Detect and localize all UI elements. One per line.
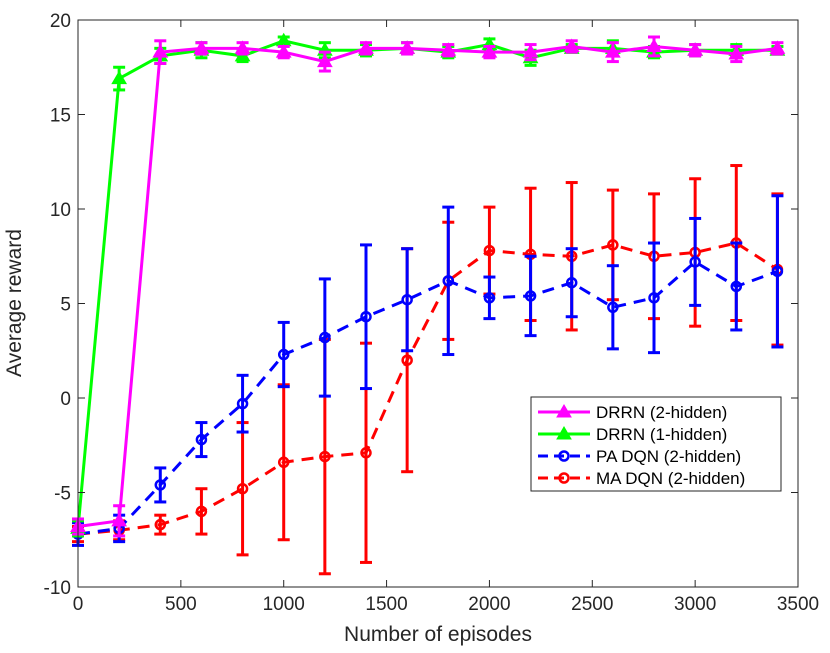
data-point [728,46,745,60]
data-point [360,310,372,323]
data-point [277,348,290,361]
data-point [111,512,128,527]
y-tick-label: 20 [50,11,71,32]
y-tick-label: 15 [50,106,71,127]
data-point [646,38,662,52]
data-point [604,44,621,58]
legend-marker [558,450,570,462]
x-axis-label: Number of episodes [344,623,532,646]
x-tick-label: 500 [165,594,197,615]
data-point [730,280,743,293]
tick-layer: 0 500 1000 1500 2000 2500 3000 3500 -10 -5 0 5 10 15 2… [44,11,820,615]
data-point [648,292,660,304]
x-tick-label: 3000 [674,594,716,615]
data-point [152,44,169,58]
data-point [111,70,128,85]
data-point [275,44,292,58]
data-point [442,275,455,287]
series-line [77,260,778,536]
data-point [319,331,331,344]
data-point [236,482,249,495]
data-point [277,456,290,469]
y-tick-label: 10 [50,200,71,221]
x-tick-label: 0 [73,594,84,615]
series-0 [70,35,786,538]
data-point [195,505,208,518]
legend-marker [556,426,572,440]
data-point [483,244,496,257]
x-tick-label: 1500 [365,594,407,615]
data-point [319,450,331,463]
x-tick-label: 2000 [468,594,510,615]
data-point [440,42,457,56]
series-layer [70,32,786,576]
legend-label: DRRN (2-hidden) [596,403,727,422]
y-tick-label: 5 [60,295,71,316]
x-tick-label: 3500 [777,594,819,615]
series-line [77,241,779,536]
legend-label: DRRN (1-hidden) [596,425,727,444]
data-point [771,265,784,278]
series-3 [72,164,784,576]
x-tick-label: 2500 [571,594,613,615]
data-point [607,239,619,251]
data-point [316,53,333,68]
y-tick-label: -10 [44,578,71,599]
legend-marker [556,404,572,418]
data-point [195,433,208,446]
data-point [524,290,537,302]
data-point [522,44,539,58]
series-2 [72,194,784,547]
data-point [687,42,704,56]
data-point [399,40,416,54]
data-point [565,276,578,289]
data-point [154,518,167,531]
y-tick-label: 0 [60,389,71,410]
data-point [481,44,498,58]
data-point [607,301,619,314]
y-axis-label: Average reward [3,229,26,377]
series-line [77,44,778,529]
data-point [483,292,496,304]
x-tick-label: 1000 [263,594,305,615]
legend-label: PA DQN (2-hidden) [596,447,741,466]
data-point [193,40,210,54]
data-point [769,40,786,54]
y-tick-label: -5 [54,484,71,505]
legend-label: MA DQN (2-hidden) [596,469,745,488]
data-point [234,40,251,54]
data-point [154,479,167,491]
data-point [401,354,413,366]
data-point [689,256,701,268]
legend: DRRN (2-hidden) DRRN (1-hidden) PA DQN (2-… [530,396,782,492]
legend-marker [558,472,570,484]
data-point [236,397,249,410]
data-point [401,293,413,306]
data-point [563,38,580,52]
data-point [360,447,372,459]
data-point [358,40,374,54]
